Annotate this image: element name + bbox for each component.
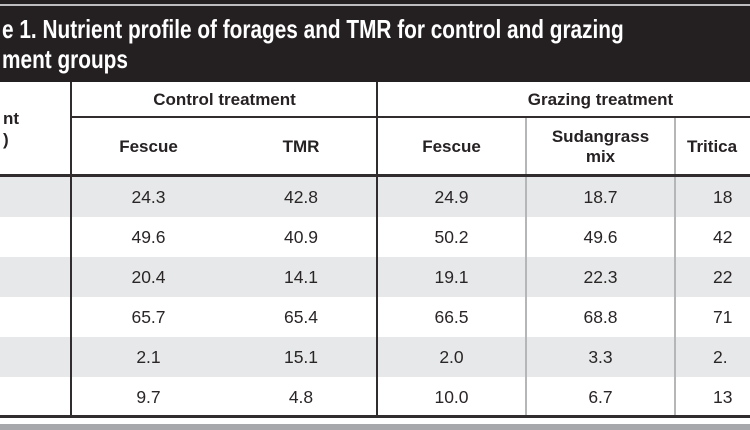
cell-triticale: 2. [713, 347, 728, 367]
cell-control-fescue: 24.3 [131, 187, 166, 207]
cell-sudangrass-mix: 49.6 [583, 227, 618, 247]
table-rule-under-column-header [0, 174, 750, 177]
cell-control-tmr: 42.8 [283, 187, 319, 207]
cell-sudangrass-mix: 68.8 [583, 307, 618, 327]
group-header-control-treatment: Control treatment [153, 90, 296, 109]
table-border-left-column [70, 82, 72, 417]
table-row: 20.4 14.1 19.1 22.3 22 [0, 257, 750, 297]
row-header-cell: nt ) [0, 82, 72, 176]
table-title-line1: e 1. Nutrient profile of forages and TMR… [2, 14, 624, 44]
table-title-bar: e 1. Nutrient profile of forages and TMR… [0, 0, 750, 82]
cell-triticale: 42 [713, 227, 733, 247]
cell-grazing-fescue: 10.0 [434, 387, 469, 407]
cell-control-tmr: 4.8 [288, 387, 314, 407]
column-header-control-tmr: TMR [282, 137, 320, 156]
table-divider-fescue-sudangrass [525, 118, 527, 417]
cell-triticale: 18 [713, 187, 733, 207]
cell-sudangrass-mix: 6.7 [588, 387, 613, 407]
cell-control-tmr: 15.1 [283, 347, 319, 367]
table-rule-under-group-header [72, 116, 750, 118]
page-bottom-band [0, 424, 750, 430]
title-top-divider [0, 4, 750, 6]
table-title: e 1. Nutrient profile of forages and TMR… [2, 14, 624, 74]
table-rule-bottom [0, 415, 750, 418]
row-header-fragment-line2: ) [3, 130, 9, 149]
cell-control-fescue: 65.7 [131, 307, 166, 327]
cell-control-tmr: 40.9 [283, 227, 319, 247]
table-border-control-grazing [376, 82, 378, 417]
table-title-line2: ment groups [2, 44, 128, 74]
cell-grazing-fescue: 2.0 [439, 347, 464, 367]
column-header-grazing-fescue: Fescue [422, 137, 481, 156]
cell-grazing-fescue: 50.2 [434, 227, 469, 247]
table-row: 65.7 65.4 66.5 68.8 71 [0, 297, 750, 337]
cell-control-fescue: 2.1 [136, 347, 161, 367]
cell-triticale: 71 [713, 307, 733, 327]
cell-triticale: 22 [713, 267, 733, 287]
cell-grazing-fescue: 66.5 [434, 307, 469, 327]
row-header-fragment-line1: nt [3, 109, 20, 128]
cell-sudangrass-mix: 3.3 [588, 347, 613, 367]
cell-triticale: 13 [713, 387, 733, 407]
cell-grazing-fescue: 24.9 [434, 187, 469, 207]
table-divider-sudangrass-triticale [674, 118, 676, 417]
table-row: 49.6 40.9 50.2 49.6 42 [0, 217, 750, 257]
column-header-triticale: Tritica [687, 137, 738, 156]
cell-control-tmr: 65.4 [283, 307, 319, 327]
column-header-sudangrass-mix: Sudangrass mix [526, 118, 675, 176]
cell-sudangrass-mix: 22.3 [583, 267, 618, 287]
cell-control-fescue: 20.4 [131, 267, 166, 287]
group-header-grazing-treatment: Grazing treatment [527, 90, 674, 109]
table-row: 9.7 4.8 10.0 6.7 13 [0, 377, 750, 417]
cell-control-fescue: 9.7 [136, 387, 161, 407]
table-row: 24.3 42.8 24.9 18.7 18 [0, 177, 750, 217]
cell-grazing-fescue: 19.1 [434, 267, 469, 287]
cell-sudangrass-mix: 18.7 [583, 187, 618, 207]
column-header-sudangrass-mix-label: Sudangrass mix [551, 127, 650, 166]
cell-control-fescue: 49.6 [131, 227, 166, 247]
column-header-control-fescue: Fescue [119, 137, 178, 156]
cell-control-tmr: 14.1 [283, 267, 319, 287]
table-row: 2.1 15.1 2.0 3.3 2. [0, 337, 750, 377]
